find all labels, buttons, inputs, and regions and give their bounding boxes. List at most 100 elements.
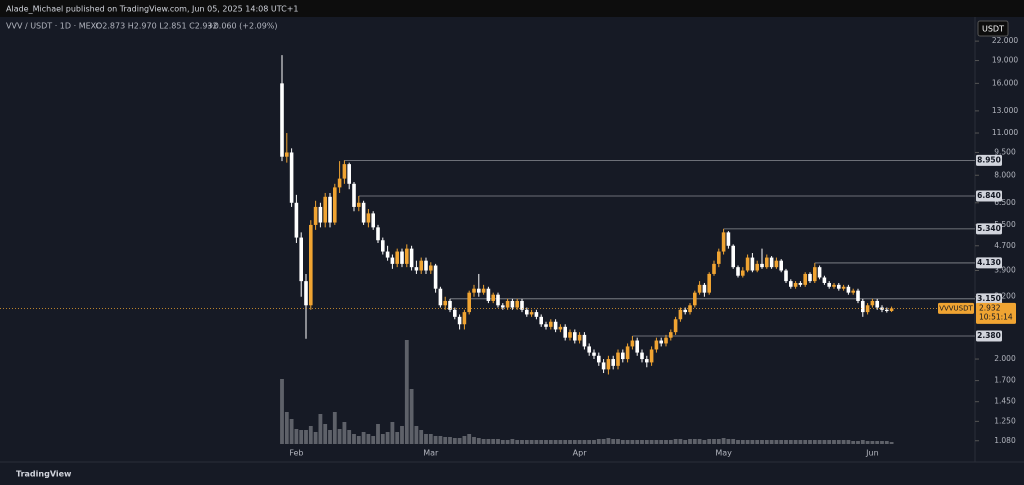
- candle-body: [525, 309, 529, 315]
- candle-body: [721, 232, 726, 252]
- candle-body: [342, 164, 347, 179]
- volume-bar: [865, 441, 870, 444]
- candle-body: [313, 206, 318, 225]
- candle-body: [481, 288, 486, 293]
- level-label: 2.380: [977, 331, 1001, 340]
- volume-bar: [534, 440, 539, 444]
- candle-body: [477, 288, 481, 293]
- candle-body: [462, 312, 467, 325]
- candle-body: [414, 267, 419, 271]
- candle-body: [534, 312, 539, 317]
- candle-body: [558, 326, 563, 330]
- candle-body: [621, 352, 625, 360]
- volume-bar: [678, 439, 683, 444]
- y-tick-label: 16.000: [992, 78, 1018, 87]
- volume-bar: [299, 430, 304, 444]
- volume-bar: [644, 440, 649, 444]
- candle-body: [280, 83, 284, 157]
- candle-body: [539, 316, 543, 325]
- volume-bar: [476, 438, 481, 444]
- volume-bar: [592, 440, 596, 444]
- volume-bar: [308, 426, 313, 444]
- candle-body: [683, 309, 687, 313]
- candle-body: [875, 300, 879, 308]
- volume-bar: [352, 434, 356, 444]
- y-tick-label: 3.900: [994, 266, 1016, 275]
- candle-body: [702, 284, 707, 293]
- candle-body: [606, 359, 611, 370]
- volume-bar: [577, 440, 582, 444]
- volume-bar: [596, 439, 601, 444]
- candle-body: [817, 267, 822, 278]
- volume-bar: [620, 440, 625, 444]
- level-label-box: [976, 223, 1002, 235]
- volume-bar: [548, 440, 553, 444]
- candle-body: [568, 332, 572, 338]
- candle-body: [832, 284, 836, 287]
- volume-bar: [404, 340, 409, 444]
- candle-body: [803, 273, 807, 285]
- currency-box[interactable]: [977, 20, 1009, 37]
- candle-body: [520, 300, 524, 310]
- volume-bar: [433, 436, 438, 444]
- volume-bar: [764, 440, 769, 444]
- currency[interactable]: USDT: [982, 25, 1004, 34]
- candle-body: [784, 270, 788, 282]
- volume-bar: [856, 441, 860, 444]
- volume-bar: [769, 440, 774, 444]
- y-tick-label: 1.450: [994, 397, 1016, 406]
- candle-body: [856, 290, 860, 301]
- volume-bar: [409, 389, 414, 444]
- candle-body: [678, 309, 683, 320]
- y-tick-label: 1.250: [994, 416, 1016, 425]
- y-tick-label: 11.000: [992, 128, 1018, 137]
- y-tick-label: 13.000: [992, 106, 1018, 115]
- candle-body: [669, 332, 673, 338]
- candle-body: [712, 263, 716, 274]
- candle-body: [798, 282, 803, 285]
- volume-bar: [510, 439, 515, 444]
- candle-body: [491, 294, 495, 301]
- volume-bar: [611, 439, 616, 444]
- volume-bar: [304, 430, 308, 444]
- volume-bar: [760, 440, 764, 444]
- volume-bar: [448, 437, 452, 444]
- volume-bar: [481, 439, 486, 444]
- level-label: 4.130: [977, 258, 1001, 267]
- candle-body: [299, 237, 303, 282]
- candle-body: [472, 288, 476, 293]
- candle-body: [630, 340, 635, 347]
- volume-bar: [313, 432, 318, 444]
- candle-body: [563, 326, 567, 338]
- candle-body: [841, 286, 846, 289]
- candle-body: [357, 202, 361, 207]
- y-tick-label: 3.200: [994, 292, 1016, 301]
- volume-bar: [702, 440, 707, 444]
- y-tick-label: 22.000: [992, 36, 1018, 45]
- candle-body: [529, 312, 534, 315]
- volume-bar: [563, 440, 568, 444]
- volume-bar: [568, 440, 572, 444]
- volume-bar: [755, 440, 760, 444]
- candle-body: [400, 251, 404, 264]
- volume-bar: [452, 438, 457, 444]
- volume-bar: [587, 440, 592, 444]
- volume-bar: [731, 439, 736, 444]
- candle-body: [352, 183, 356, 207]
- last-price-label: 2.932: [979, 303, 1001, 312]
- volume-bar: [558, 440, 563, 444]
- y-tick-label: 5.500: [994, 220, 1016, 229]
- volume-bar: [428, 434, 433, 444]
- volume-bar: [380, 434, 385, 444]
- legend-symbol: VVV / USDT · 1D · MEXC: [6, 22, 102, 31]
- volume-bar: [654, 440, 659, 444]
- volume-bar: [822, 440, 827, 444]
- volume-bar: [323, 424, 328, 444]
- countdown: 10:51:14: [979, 312, 1013, 321]
- y-tick-label: 9.500: [994, 147, 1016, 156]
- candle-body: [347, 164, 351, 184]
- x-tick-label: Mar: [423, 449, 439, 458]
- volume-bar: [376, 424, 380, 444]
- y-tick-label: 1.700: [994, 376, 1016, 385]
- candle-body: [405, 248, 409, 264]
